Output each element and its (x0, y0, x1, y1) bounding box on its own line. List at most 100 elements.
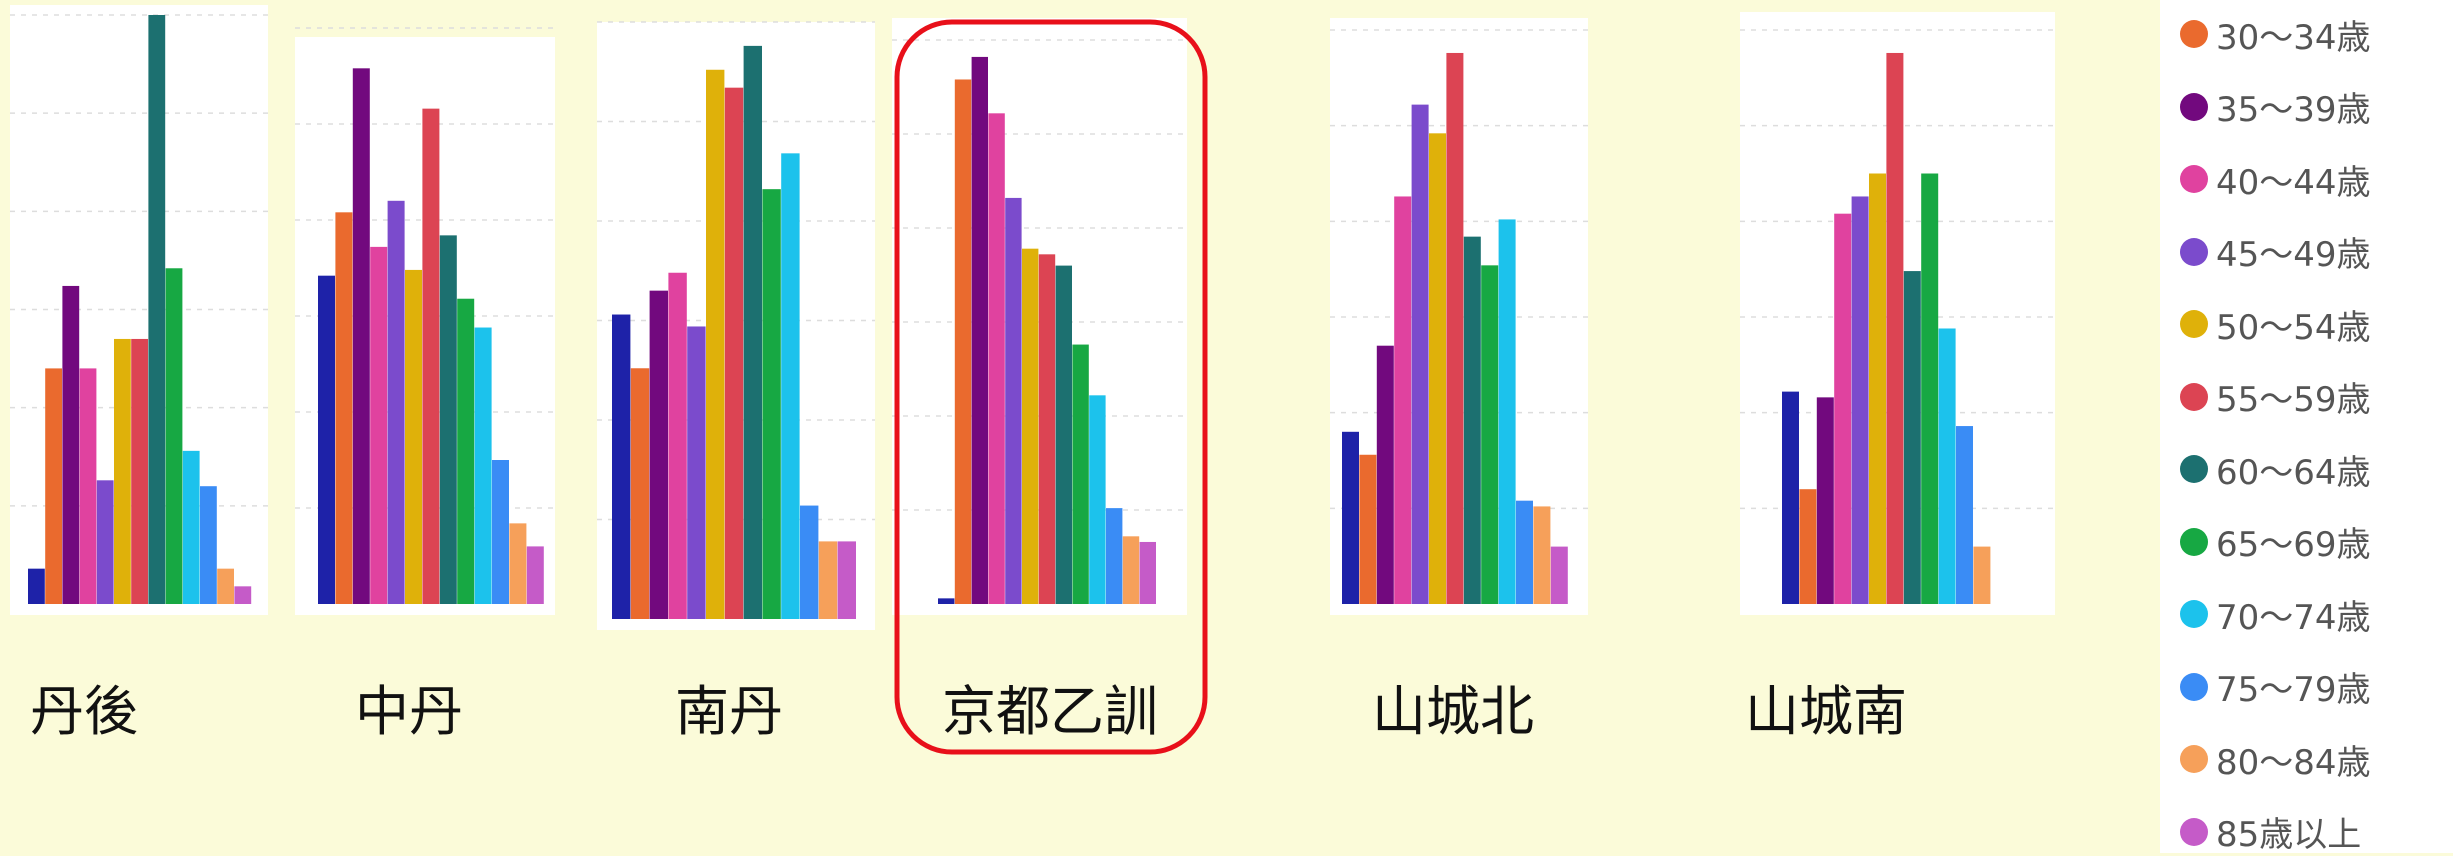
legend-label: 80〜84歳 (2216, 742, 2371, 783)
legend-item: 80〜84歳 (2180, 739, 2371, 783)
bar (114, 338, 131, 604)
bar (526, 546, 544, 604)
bar (1376, 345, 1394, 604)
region-labels: 丹後 中丹 南丹 京都乙訓 山城北 山城南 (30, 680, 1907, 743)
legend-swatch (2180, 92, 2208, 121)
bar (1089, 395, 1106, 604)
bar (492, 460, 509, 604)
bar (1394, 196, 1412, 604)
region-label: 山城北 (1372, 680, 1534, 743)
bar (649, 290, 668, 619)
bar (1139, 541, 1156, 604)
bar (1921, 173, 1939, 604)
bar (439, 235, 457, 605)
legend-item: 35〜39歳 (2180, 87, 2371, 130)
bar (1022, 248, 1039, 604)
bar (62, 285, 80, 604)
legend-item: 85歳以上 (2180, 812, 2361, 855)
bar (45, 368, 62, 604)
bar (200, 486, 217, 604)
legend: 30〜34歳 35〜39歳 40〜44歳 45〜49歳 50〜54歳 55〜59歳 60〜6… (2160, 0, 2453, 855)
bar (706, 69, 725, 619)
legend-item: 30〜34歳 (2180, 14, 2371, 58)
bar (131, 338, 148, 604)
bar (1411, 104, 1429, 605)
bar (612, 314, 631, 619)
bar (370, 246, 388, 604)
legend-label: 40〜44歳 (2216, 162, 2371, 203)
bar (971, 56, 988, 605)
legend-label: 30〜34歳 (2216, 17, 2371, 58)
bar (509, 523, 527, 604)
legend-item: 70〜74歳 (2180, 594, 2371, 638)
bar (1782, 391, 1799, 604)
legend-label: 65〜69歳 (2216, 525, 2371, 565)
bar (1903, 271, 1921, 604)
bar (79, 368, 97, 604)
bar (668, 272, 687, 619)
legend-label: 55〜59歳 (2216, 380, 2371, 420)
bar (938, 598, 955, 604)
bar (1498, 219, 1516, 605)
legend-item: 55〜59歳 (2180, 377, 2371, 420)
bar (1038, 254, 1056, 604)
bar (165, 268, 183, 604)
bar (988, 113, 1005, 604)
highlight-box (894, 19, 1208, 755)
bar (1834, 213, 1852, 604)
bar (234, 586, 252, 604)
region-age-bar-chart: 丹後 中丹 南丹 京都乙訓 山城北 山城南 (10, 5, 2055, 755)
bar (762, 189, 781, 619)
legend-item: 45〜49歳 (2180, 232, 2371, 275)
legend-swatch (2180, 310, 2208, 338)
legend-swatch (2180, 745, 2208, 773)
bar (1973, 546, 1991, 604)
bar (818, 541, 838, 619)
legend-swatch (2180, 817, 2208, 846)
bar (954, 79, 972, 605)
bar (1005, 197, 1022, 605)
legend-swatch (2180, 237, 2208, 266)
legend-label: 50〜54歳 (2216, 307, 2371, 348)
bar (1122, 536, 1140, 604)
bar (1956, 426, 1973, 604)
legend-swatch (2180, 20, 2208, 48)
region-label: 山城南 (1745, 680, 1907, 743)
bar (1481, 265, 1499, 604)
bar (1055, 265, 1072, 604)
legend-label: 60〜64歳 (2216, 452, 2371, 493)
region-label: 京都乙訓 (942, 680, 1158, 743)
bar (630, 368, 650, 619)
bar (1429, 133, 1446, 604)
bar (687, 326, 706, 619)
bar (474, 327, 492, 604)
bar (1851, 196, 1869, 604)
bar (1463, 236, 1481, 604)
bar (335, 212, 353, 604)
bar (781, 153, 800, 619)
legend-item: 65〜69歳 (2180, 522, 2371, 565)
legend-label: 35〜39歳 (2216, 90, 2371, 130)
bar (1072, 344, 1089, 604)
bar (422, 108, 440, 604)
bar (724, 87, 744, 620)
legend-label: 70〜74歳 (2216, 597, 2371, 638)
legend-item: 60〜64歳 (2180, 449, 2371, 493)
bar (1938, 328, 1956, 604)
region-label: 丹後 (30, 680, 138, 743)
bar (1106, 508, 1123, 604)
bar (1550, 546, 1568, 604)
bar (318, 275, 335, 604)
legend-swatch (2180, 672, 2208, 701)
legend-item: 40〜44歳 (2180, 159, 2371, 203)
bar (352, 68, 370, 604)
bar (405, 269, 422, 604)
bar (217, 568, 234, 604)
bar (1359, 454, 1377, 604)
legend-swatch (2180, 165, 2208, 193)
bar (1869, 173, 1886, 604)
bar (1533, 506, 1551, 604)
legend-label: 75〜79歳 (2216, 670, 2371, 710)
region-label: 南丹 (675, 680, 783, 743)
bar (182, 450, 200, 604)
